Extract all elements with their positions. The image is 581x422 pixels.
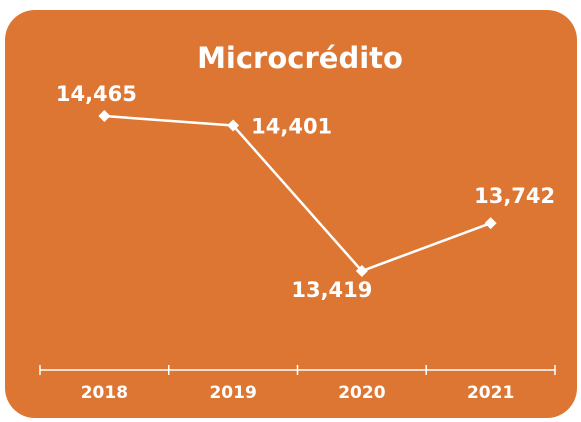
- data-label: 14,401: [251, 115, 332, 139]
- data-label: 13,742: [474, 184, 555, 208]
- data-label: 14,465: [56, 82, 137, 106]
- data-point: [484, 217, 497, 230]
- data-point: [227, 119, 240, 132]
- x-tick-label: 2021: [467, 383, 514, 403]
- data-label: 13,419: [291, 278, 372, 302]
- x-tick-label: 2020: [338, 383, 385, 403]
- data-point: [98, 110, 111, 123]
- card-background: [5, 10, 577, 418]
- chart-title: Microcrédito: [197, 41, 403, 75]
- x-tick-label: 2019: [209, 383, 256, 403]
- data-point: [355, 264, 368, 277]
- x-tick-label: 2018: [81, 383, 128, 403]
- line: [104, 114, 492, 273]
